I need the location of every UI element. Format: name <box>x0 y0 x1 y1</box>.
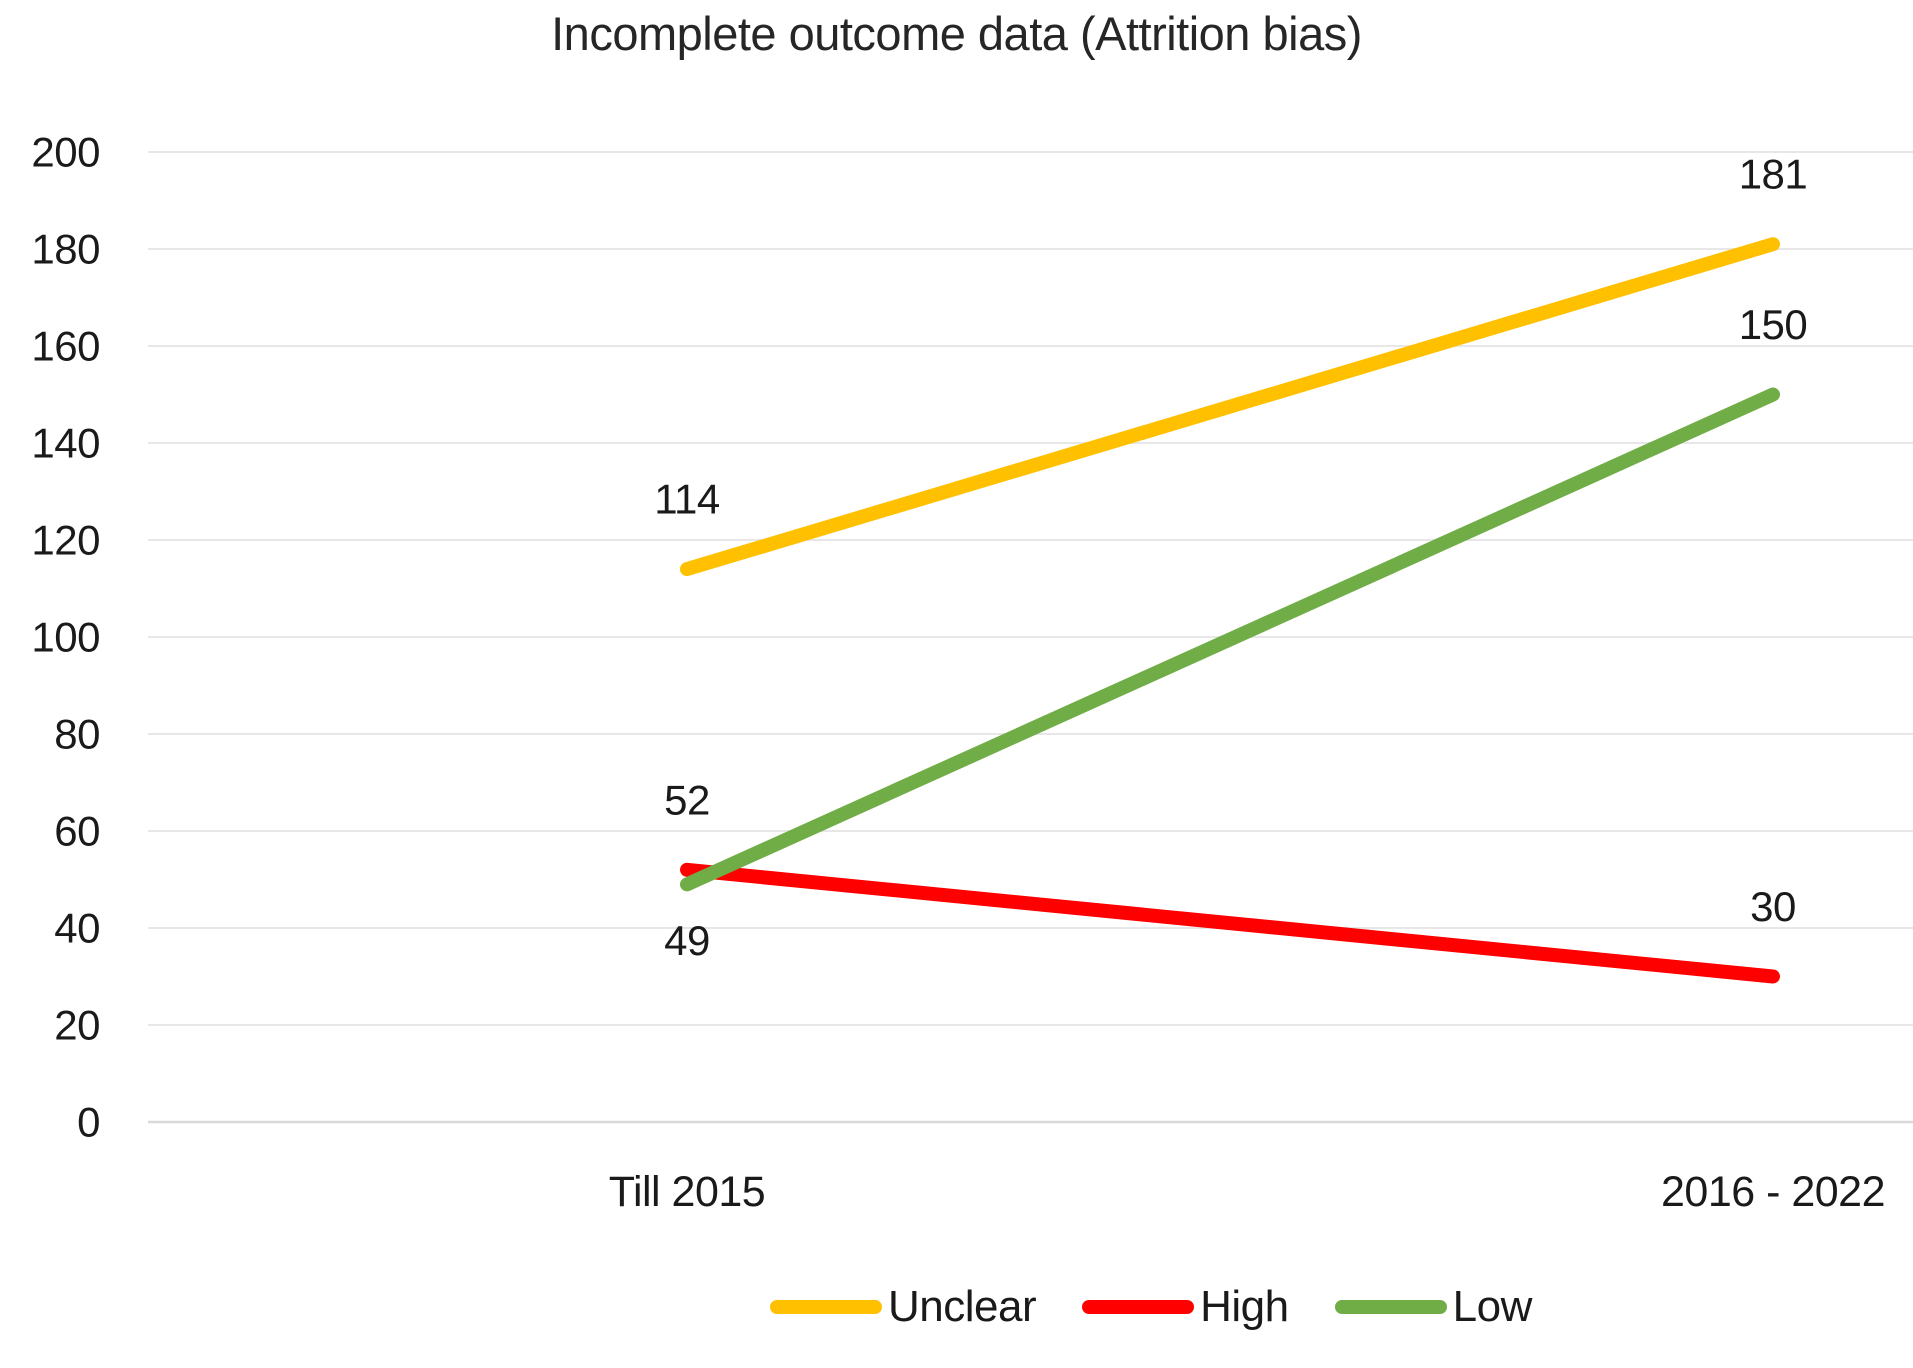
legend-label-high: High <box>1200 1282 1289 1331</box>
x-tick-label: Till 2015 <box>609 1168 765 1216</box>
data-label: 114 <box>654 476 720 523</box>
data-label: 52 <box>664 776 710 823</box>
data-label: 181 <box>1739 151 1808 198</box>
y-tick-label: 0 <box>77 1099 100 1146</box>
chart-title: Incomplete outcome data (Attrition bias) <box>551 7 1362 60</box>
legend: Unclear High Low <box>770 1282 1532 1332</box>
y-tick-label: 100 <box>31 614 100 661</box>
y-tick-label: 200 <box>31 129 100 176</box>
y-tick-label: 20 <box>54 1002 100 1049</box>
legend-label-low: Low <box>1452 1282 1533 1331</box>
y-tick-label: 140 <box>31 420 100 467</box>
legend-swatch-high-icon <box>1082 1300 1195 1314</box>
x-tick-label: 2016 - 2022 <box>1661 1168 1885 1216</box>
legend-swatch-low-icon <box>1334 1300 1447 1314</box>
y-tick-label: 80 <box>54 711 100 758</box>
legend-item-unclear: Unclear <box>770 1282 1037 1332</box>
data-label: 150 <box>1739 301 1808 348</box>
data-label: 30 <box>1750 883 1796 930</box>
series-line-low <box>680 387 1780 892</box>
data-label: 49 <box>664 917 710 964</box>
legend-swatch-unclear-icon <box>770 1300 882 1314</box>
y-tick-label: 40 <box>54 905 100 952</box>
y-tick-label: 60 <box>54 808 100 855</box>
series-line-unclear <box>680 237 1780 577</box>
legend-item-low: Low <box>1334 1282 1533 1332</box>
y-tick-label: 120 <box>31 517 100 564</box>
y-tick-label: 180 <box>31 226 100 273</box>
y-tick-label: 160 <box>31 323 100 370</box>
legend-label-unclear: Unclear <box>888 1282 1037 1331</box>
series-line-high <box>680 862 1780 984</box>
legend-item-high: High <box>1082 1282 1289 1332</box>
